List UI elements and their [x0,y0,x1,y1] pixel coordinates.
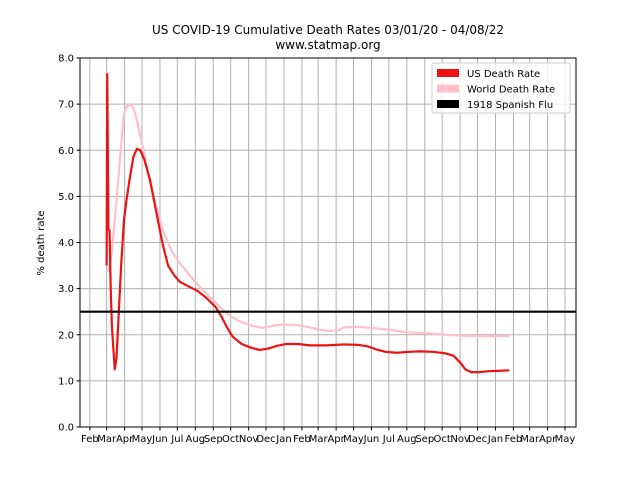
x-tick-label: Nov [239,434,259,445]
x-tick-label: Apr [327,434,345,445]
x-tick-label: Feb [81,434,99,445]
y-tick-label: 2.0 [58,330,74,341]
series-line-us-death-rate [105,73,510,374]
x-tick-label: Feb [293,434,311,445]
x-tick-label: Jun [151,434,168,445]
x-tick-label: Aug [397,434,417,445]
x-tick-label: Jul [382,434,395,445]
legend-box [431,62,571,114]
chart-title: US COVID-19 Cumulative Death Rates 03/01… [152,23,504,37]
plot-frame [79,57,577,428]
y-tick-label: 1.0 [58,376,74,387]
x-tick-label: Jun [363,434,380,445]
x-tick-label: Jan [275,434,291,445]
legend: US Death Rate World Death Rate 1918 Spanis… [431,62,571,114]
y-tick-label: 3.0 [58,284,74,295]
x-tick-label: Sep [415,434,434,445]
x-tick-label: Oct [222,434,239,445]
x-tick-label: Mar [97,434,117,445]
x-tick-label: Dec [256,434,275,445]
x-tick-label: May [343,434,364,445]
y-tick-label: 4.0 [58,238,74,249]
x-tick-label: May [555,434,576,445]
x-tick-label: Dec [468,434,487,445]
legend-swatch [437,69,459,77]
chart-subtitle: www.statmap.org [275,38,380,52]
y-tick-label: 8.0 [58,54,74,65]
legend-swatch [437,100,459,108]
grid-layer [80,57,576,428]
x-tick-label: May [132,434,153,445]
x-tick-label: Feb [505,434,523,445]
y-axis-label: % death rate [36,210,47,275]
x-tick-label: Mar [520,434,540,445]
x-tick-label: Apr [539,434,557,445]
legend-label: World Death Rate [467,85,555,96]
x-tick-label: Nov [450,434,470,445]
y-tick-label: 7.0 [58,100,74,111]
legend-swatch [437,84,459,93]
x-tick-label: Sep [204,434,223,445]
x-tick-label: Apr [116,434,134,445]
y-tick-label: 6.0 [58,146,74,157]
x-tick-label: Mar [309,434,329,445]
y-tick-label: 0.0 [58,423,74,434]
series-layer [80,73,576,374]
series-line-world-death-rate [106,103,510,338]
x-tick-label: Aug [186,434,206,445]
legend-label: US Death Rate [467,69,540,80]
legend-label: 1918 Spanish Flu [467,100,553,111]
y-tick-label: 5.0 [58,192,74,203]
x-tick-label: Jul [170,434,183,445]
x-tick-label: Oct [434,434,451,445]
x-tick-label: Jan [487,434,503,445]
